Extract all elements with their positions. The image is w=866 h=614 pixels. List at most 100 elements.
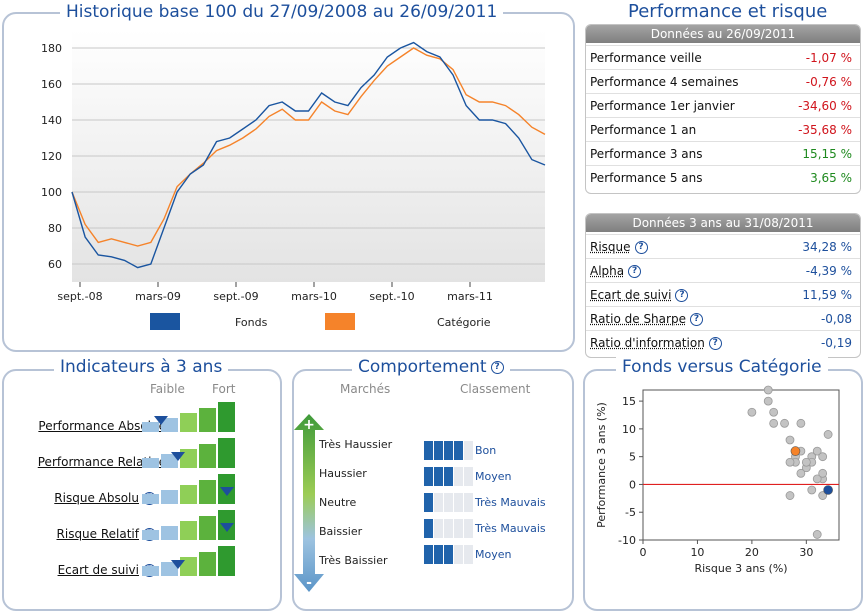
classement-row: Bon	[424, 441, 574, 463]
indicator-bar-5	[218, 438, 235, 468]
risque-row-label[interactable]: Ecart de suivi?	[590, 283, 689, 307]
risque-row-label[interactable]: Ratio d'information?	[590, 331, 722, 355]
indicator-row: Performance Relative	[0, 438, 280, 469]
classement-label: Bon	[475, 444, 497, 457]
performance-row: Performance veille -1,07 %	[586, 45, 860, 69]
scatter-title: Fonds versus Catégorie	[616, 357, 828, 377]
y-tick-label: 10	[622, 423, 636, 436]
indicator-marker	[170, 452, 185, 461]
indicator-row: Risque Relatif?	[0, 510, 280, 541]
x-tick-label: mars-11	[447, 290, 493, 303]
market-scale-arrow: + -	[294, 414, 324, 592]
indicator-label-text[interactable]: Risque Relatif	[56, 527, 139, 541]
indicator-label[interactable]: Risque Absolu?	[54, 490, 156, 506]
y-tick-label: 120	[41, 150, 62, 163]
marches-label: Marchés	[340, 382, 391, 396]
classement-segment	[444, 519, 454, 538]
classement-segment	[444, 441, 454, 460]
indicator-bars	[142, 546, 238, 576]
indicator-bars	[142, 510, 238, 540]
help-icon[interactable]: ?	[675, 289, 689, 302]
risque-row-value: 11,59 %	[802, 288, 852, 302]
y-tick-label: 60	[48, 258, 62, 271]
scatter-point-fonds	[823, 485, 833, 495]
classement-segment	[454, 441, 464, 460]
performance-row: Performance 3 ans 15,15 %	[586, 141, 860, 165]
indicator-label-text[interactable]: Ecart de suivi	[57, 563, 139, 577]
risque-row-label[interactable]: Alpha?	[590, 259, 642, 283]
risque-row: Ecart de suivi? 11,59 %	[586, 282, 860, 306]
indicator-bar-3	[180, 521, 197, 540]
indicator-label-text[interactable]: Performance Relative	[37, 455, 166, 469]
indicator-label[interactable]: Performance Relative	[38, 454, 166, 470]
indicateurs-fort-label: Fort	[212, 382, 236, 396]
indicateurs-title: Indicateurs à 3 ans	[54, 357, 229, 377]
classement-segment	[454, 545, 464, 564]
scatter-point	[763, 385, 773, 395]
indicator-bar-3	[180, 485, 197, 504]
risque-row: Ratio d'information? -0,19	[586, 330, 860, 354]
help-icon[interactable]: ?	[490, 360, 504, 374]
indicator-label-text[interactable]: Risque Absolu	[54, 491, 139, 505]
classement-segment	[434, 545, 444, 564]
performance-row-label: Performance veille	[590, 51, 702, 65]
scatter-point	[818, 491, 828, 500]
indicator-bar-5	[218, 402, 235, 432]
classement-segment	[434, 441, 444, 460]
scatter-point	[818, 468, 828, 478]
legend-swatch	[150, 313, 180, 330]
indicator-bar-4	[199, 408, 216, 432]
x-tick-label: sept.-08	[57, 290, 102, 303]
market-scale-label: Neutre	[319, 496, 357, 509]
indicator-bar-1	[142, 494, 159, 504]
scatter-point	[812, 474, 822, 484]
risque-row-label[interactable]: Risque?	[590, 235, 648, 259]
performance-header: Données au 26/09/2011	[586, 25, 860, 43]
classement-segment	[454, 467, 464, 486]
x-axis-label: Risque 3 ans (%)	[694, 562, 787, 575]
comportement-panel	[292, 369, 574, 611]
y-tick-label: 140	[41, 114, 62, 127]
y-tick-label: 5	[629, 451, 636, 464]
classement-segment	[434, 519, 444, 538]
indicator-row: Ecart de suivi?	[0, 546, 280, 577]
x-tick-label: 10	[690, 546, 704, 559]
help-icon[interactable]: ?	[708, 337, 722, 350]
y-tick-label: 100	[41, 186, 62, 199]
y-tick-label: 0	[629, 478, 636, 491]
help-icon[interactable]: ?	[628, 265, 642, 278]
risque-row-label[interactable]: Ratio de Sharpe?	[590, 307, 703, 331]
historique-chart: 60 80 100 120 140 160 180 sept.-08 mars-09 sept.-…	[41, 30, 546, 330]
scatter-point	[807, 485, 817, 495]
comportement-title-text: Comportement	[358, 357, 487, 377]
comportement-title: Comportement?	[352, 357, 510, 377]
indicator-label-text[interactable]: Performance Absolue	[38, 419, 166, 433]
classement-label: Très Mauvais	[475, 522, 546, 535]
indicator-bar-2	[161, 490, 178, 504]
classement-segment	[454, 493, 464, 512]
help-icon[interactable]: ?	[634, 241, 648, 254]
performance-row-value: -1,07 %	[805, 51, 852, 65]
scatter-point	[801, 457, 811, 467]
help-icon[interactable]: ?	[689, 313, 703, 326]
classement-segment	[464, 467, 474, 486]
scatter-point	[785, 435, 795, 445]
indicator-marker	[154, 416, 169, 425]
indicator-bar-5	[218, 546, 235, 576]
indicator-bars	[142, 438, 238, 468]
classement-segment	[464, 441, 474, 460]
indicator-label[interactable]: Performance Absolue	[38, 418, 166, 434]
y-tick-label: -10	[618, 534, 636, 547]
classement-segment	[444, 467, 454, 486]
scatter-point	[769, 418, 779, 428]
risque-row-value: -0,19	[820, 336, 852, 350]
scatter-point	[812, 446, 822, 456]
y-axis-label: Performance 3 ans (%)	[595, 402, 608, 528]
market-scale: + - Très Haussier Haussier Neutre Baissier T…	[292, 414, 574, 594]
performance-row-label: Performance 5 ans	[590, 171, 703, 185]
historique-title: Historique base 100 du 27/09/2008 au 26/…	[60, 2, 504, 22]
y-tick-label: 160	[41, 78, 62, 91]
performance-row-label: Performance 1er janvier	[590, 99, 735, 113]
classement-row: Très Mauvais	[424, 493, 574, 515]
scatter-point	[747, 407, 757, 417]
